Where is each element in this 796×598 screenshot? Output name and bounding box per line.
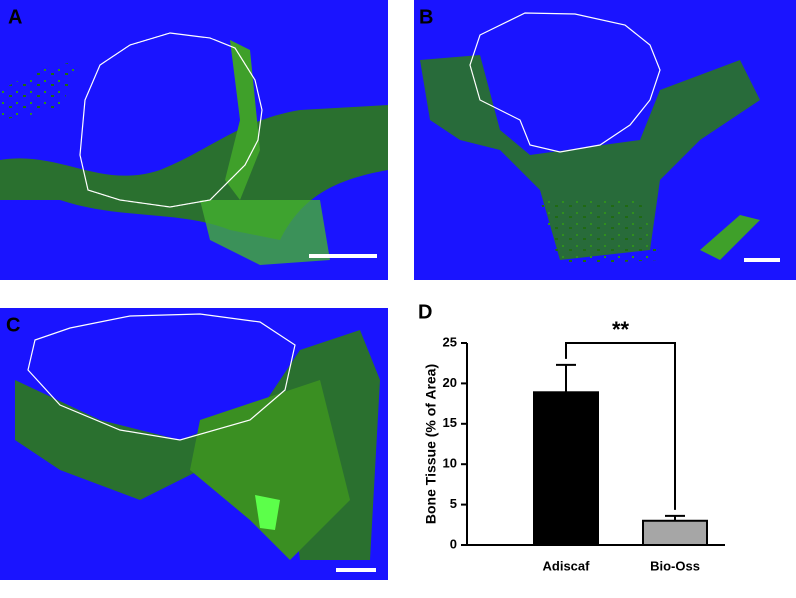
y-tick-label: 10 [443,456,457,471]
panel-b-image [414,0,796,280]
x-tick-label: Bio-Oss [650,558,700,573]
panel-label: D [418,301,432,323]
panel-a-image [0,0,388,280]
y-tick-label: 0 [450,536,457,551]
y-tick-label: 15 [443,415,457,430]
significance-bracket [565,342,676,510]
bar [533,391,599,546]
panel-label: A [8,6,22,28]
panel-label: C [6,314,20,336]
panel-c-image [0,308,388,580]
bar [642,519,708,547]
x-tick-label: Adiscaf [543,558,591,573]
y-axis-label: Bone Tissue (% of Area) [423,364,439,524]
y-tick-label: 20 [443,375,457,390]
significance-label: ** [612,317,630,342]
y-tick-label: 5 [450,496,457,511]
plot: 0 5 10 15 20 25 Adiscaf Bio-Oss ** [443,317,725,573]
y-tick-label: 25 [443,334,457,349]
panel-label: B [419,6,433,28]
